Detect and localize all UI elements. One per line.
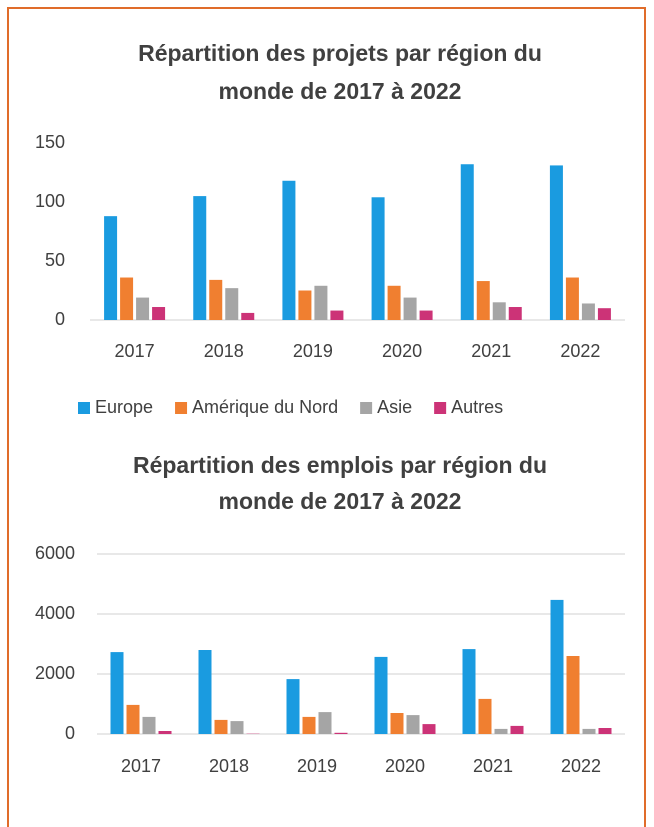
bar — [330, 310, 344, 320]
legend-swatch — [360, 402, 373, 414]
bar — [126, 704, 140, 734]
bar — [314, 285, 328, 320]
bar — [598, 728, 612, 734]
bar — [371, 197, 385, 320]
y-tick-label: 0 — [65, 723, 75, 743]
bar — [566, 656, 580, 734]
bar — [104, 216, 118, 320]
bar — [142, 716, 156, 734]
bar — [318, 712, 332, 734]
bar — [136, 297, 150, 320]
legend-label: Europe — [95, 397, 153, 417]
bar — [403, 297, 417, 320]
y-tick-label: 4000 — [35, 603, 75, 623]
chart-title: monde de 2017 à 2022 — [219, 78, 462, 104]
x-tick-label: 2020 — [385, 756, 425, 776]
y-tick-label: 0 — [55, 309, 65, 329]
bar — [476, 281, 490, 320]
x-tick-label: 2022 — [561, 756, 601, 776]
bar — [302, 716, 316, 734]
x-tick-label: 2022 — [560, 341, 600, 361]
legend-swatch — [434, 402, 447, 414]
x-tick-label: 2019 — [297, 756, 337, 776]
chart-title: Répartition des emplois par région du — [133, 452, 547, 478]
y-tick-label: 100 — [35, 191, 65, 211]
bar — [550, 599, 564, 734]
bar — [193, 196, 207, 320]
bar — [460, 164, 474, 320]
bar — [241, 312, 255, 320]
chart-title: monde de 2017 à 2022 — [219, 488, 462, 514]
bar — [390, 713, 404, 734]
bar — [565, 277, 579, 320]
chart-title: Répartition des projets par région du — [138, 40, 542, 66]
legend-label: Amérique du Nord — [192, 397, 338, 417]
x-tick-label: 2018 — [209, 756, 249, 776]
bar — [282, 180, 296, 320]
y-tick-label: 6000 — [35, 543, 75, 563]
y-tick-label: 2000 — [35, 663, 75, 683]
bar — [120, 277, 134, 320]
y-tick-label: 50 — [45, 250, 65, 270]
bar — [510, 725, 524, 734]
bar — [110, 652, 124, 734]
frame — [7, 7, 646, 827]
legend-swatch — [78, 402, 90, 414]
bar — [152, 307, 166, 320]
bar — [406, 715, 420, 734]
x-tick-label: 2017 — [115, 341, 155, 361]
y-tick-label: 150 — [35, 132, 65, 152]
x-tick-label: 2021 — [471, 341, 511, 361]
bar — [478, 698, 492, 734]
bar — [494, 728, 508, 734]
bar — [387, 285, 401, 320]
bar — [158, 731, 172, 734]
x-tick-label: 2021 — [473, 756, 513, 776]
legend-label: Autres — [451, 397, 503, 417]
bar — [230, 721, 244, 734]
bar — [582, 728, 596, 734]
bar — [422, 724, 436, 734]
bar — [374, 656, 388, 734]
bar — [198, 650, 212, 734]
bar — [581, 303, 595, 320]
bar — [209, 279, 223, 320]
bar — [225, 288, 239, 320]
x-tick-label: 2017 — [121, 756, 161, 776]
x-tick-label: 2020 — [382, 341, 422, 361]
legend-swatch — [175, 402, 188, 414]
bar — [214, 719, 228, 734]
bar — [492, 302, 506, 320]
bar — [597, 308, 611, 320]
bar — [334, 732, 348, 734]
bar — [549, 165, 563, 320]
bar — [508, 307, 522, 320]
legend-label: Asie — [377, 397, 412, 417]
bar — [298, 290, 312, 320]
bar — [419, 310, 433, 320]
bar — [286, 679, 300, 734]
x-tick-label: 2018 — [204, 341, 244, 361]
x-tick-label: 2019 — [293, 341, 333, 361]
bar — [462, 649, 476, 734]
